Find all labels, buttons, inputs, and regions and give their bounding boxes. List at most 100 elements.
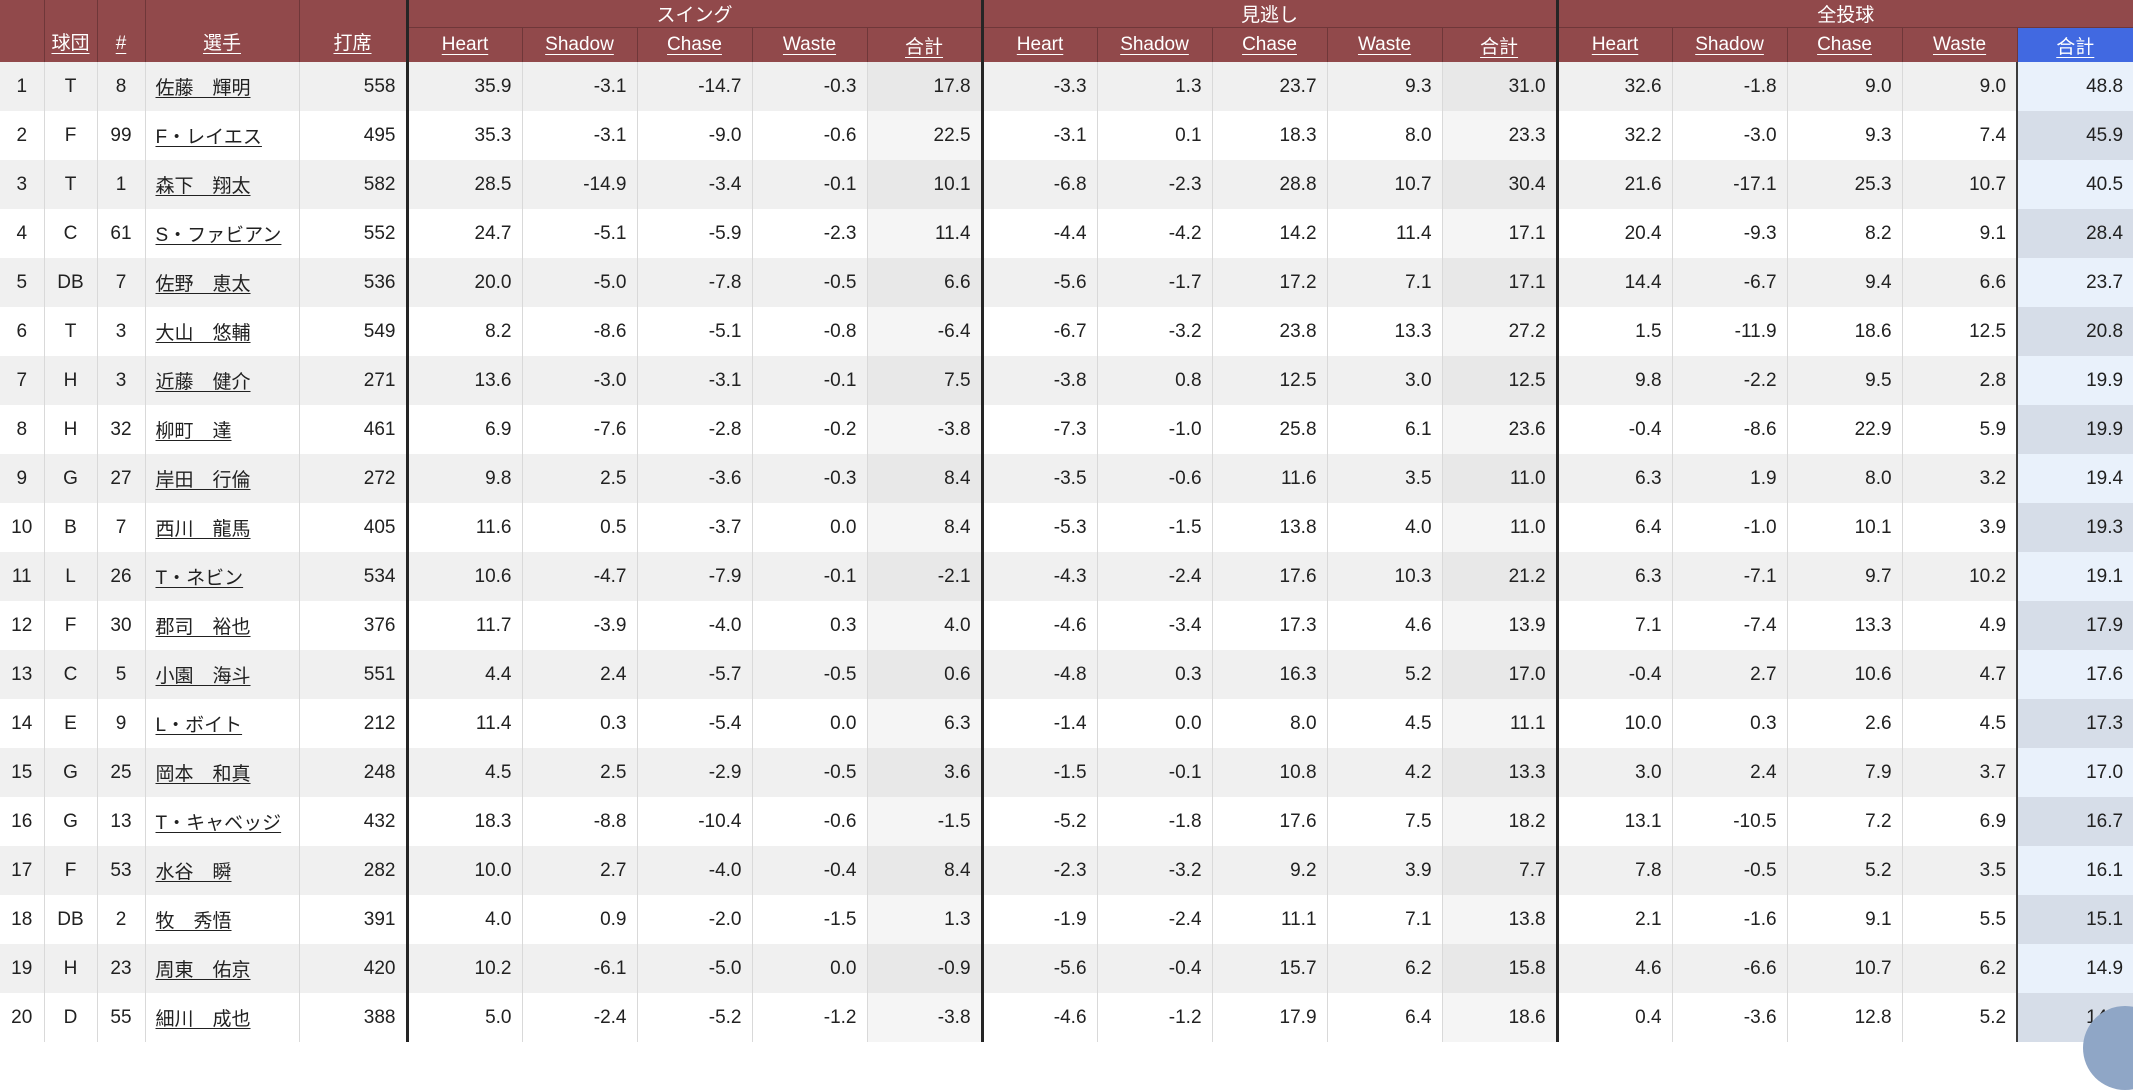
rank-cell: 6	[0, 307, 44, 356]
swing-heart-cell: 6.9	[405, 405, 522, 454]
miss-chase-cell: 23.7	[1211, 62, 1328, 111]
all-chase-cell: 9.7	[1786, 552, 1903, 601]
miss-shadow-cell: -2.3	[1096, 160, 1213, 209]
all-waste-cell: 10.2	[1901, 552, 2018, 601]
player-cell: L・ボイト	[144, 699, 299, 748]
player-cell: 近藤 健介	[144, 356, 299, 405]
miss-chase-cell: 11.6	[1211, 454, 1328, 503]
swing-chase-cell: -7.8	[636, 258, 752, 307]
player-link[interactable]: 水谷 瞬	[155, 862, 232, 883]
all-waste-cell: 3.7	[1901, 748, 2018, 797]
player-link[interactable]: 小園 海斗	[155, 666, 251, 687]
sort-miss-chase-link[interactable]: Chase	[1242, 34, 1297, 55]
sort-swing-heart-link[interactable]: Heart	[441, 34, 489, 55]
rank-cell: 20	[0, 993, 44, 1042]
miss-total-cell: 11.1	[1441, 699, 1558, 748]
player-link[interactable]: 大山 悠輔	[155, 323, 251, 344]
miss-total-cell: 17.1	[1441, 258, 1558, 307]
player-link[interactable]: F・レイエス	[155, 127, 262, 148]
sort-all-chase-link[interactable]: Chase	[1817, 34, 1872, 55]
swing-shadow-cell: 2.5	[521, 748, 637, 797]
miss-heart-cell: -4.3	[980, 552, 1098, 601]
miss-waste-cell: 11.4	[1326, 209, 1443, 258]
team-cell: E	[43, 699, 97, 748]
swing-total-cell: 22.5	[866, 111, 983, 160]
swing-waste-cell: -0.6	[751, 111, 867, 160]
sort-all-total-link[interactable]: 合計	[2056, 36, 2095, 58]
player-link[interactable]: 森下 翔太	[155, 176, 251, 197]
sort-player-link[interactable]: 選手	[202, 33, 241, 54]
player-link[interactable]: 佐野 恵太	[155, 274, 251, 295]
swing-waste-cell: -0.3	[751, 62, 867, 111]
swing-heart-cell: 11.7	[405, 601, 522, 650]
miss-shadow-cell: -4.2	[1096, 209, 1213, 258]
player-link[interactable]: 周東 佑京	[155, 960, 251, 981]
player-link[interactable]: S・ファビアン	[155, 225, 282, 246]
all-heart-cell: -0.4	[1555, 405, 1673, 454]
swing-waste-cell: -0.8	[751, 307, 867, 356]
sort-pa-link[interactable]: 打席	[333, 33, 372, 54]
player-link[interactable]: T・キャベッジ	[155, 813, 282, 834]
all-shadow-cell: 2.4	[1671, 748, 1788, 797]
sort-number-link[interactable]: #	[115, 33, 127, 54]
all-waste-cell: 3.5	[1901, 846, 2018, 895]
pa-cell: 271	[298, 356, 407, 405]
all-chase-cell: 10.6	[1786, 650, 1903, 699]
player-link[interactable]: 近藤 健介	[155, 372, 251, 393]
sort-all-heart-link[interactable]: Heart	[1591, 34, 1639, 55]
all-chase-cell: 18.6	[1786, 307, 1903, 356]
player-link[interactable]: L・ボイト	[155, 715, 243, 736]
sort-all-waste-link[interactable]: Waste	[1932, 34, 1987, 55]
table-row: 10 B 7 西川 龍馬 405 11.6 0.5 -3.7 0.0 8.4 -5.3 -1.5 13.…	[0, 503, 2133, 552]
player-link[interactable]: 岸田 行倫	[155, 470, 251, 491]
all-shadow-cell: -6.7	[1671, 258, 1788, 307]
miss-waste-cell: 4.2	[1326, 748, 1443, 797]
all-total-cell: 17.3	[2016, 699, 2133, 748]
team-cell: T	[43, 62, 97, 111]
pa-cell: 272	[298, 454, 407, 503]
swing-waste-cell: -0.3	[751, 454, 867, 503]
player-link[interactable]: 郡司 裕也	[155, 617, 251, 638]
sort-miss-heart-link[interactable]: Heart	[1016, 34, 1064, 55]
miss-chase-cell: 11.1	[1211, 895, 1328, 944]
sort-swing-shadow-link[interactable]: Shadow	[545, 34, 614, 55]
player-link[interactable]: 牧 秀悟	[155, 911, 232, 932]
team-cell: T	[43, 160, 97, 209]
player-link[interactable]: 岡本 和真	[155, 764, 251, 785]
sort-swing-waste-link[interactable]: Waste	[782, 34, 837, 55]
miss-heart-cell: -6.8	[980, 160, 1098, 209]
player-link[interactable]: 佐藤 輝明	[155, 78, 251, 99]
table-row: 12 F 30 郡司 裕也 376 11.7 -3.9 -4.0 0.3 4.0 -4.6 -3.4 1…	[0, 601, 2133, 650]
all-shadow-cell: -1.0	[1671, 503, 1788, 552]
all-chase-cell: 22.9	[1786, 405, 1903, 454]
sort-swing-total-link[interactable]: 合計	[905, 36, 944, 58]
miss-total-cell: 17.1	[1441, 209, 1558, 258]
sort-team-link[interactable]: 球団	[51, 33, 90, 54]
all-waste-cell: 6.2	[1901, 944, 2018, 993]
player-link[interactable]: 西川 龍馬	[155, 519, 251, 540]
miss-shadow-cell: -1.5	[1096, 503, 1213, 552]
miss-total-cell: 7.7	[1441, 846, 1558, 895]
miss-shadow-cell: -0.6	[1096, 454, 1213, 503]
sort-all-shadow-link[interactable]: Shadow	[1695, 34, 1764, 55]
table-row: 17 F 53 水谷 瞬 282 10.0 2.7 -4.0 -0.4 8.4 -2.3 -3.2 9.…	[0, 846, 2133, 895]
swing-total-cell: -0.9	[866, 944, 983, 993]
group-header-take: 見逃し	[980, 0, 1558, 28]
player-link[interactable]: 柳町 達	[155, 421, 232, 442]
miss-heart-cell: -3.3	[980, 62, 1098, 111]
sort-miss-waste-link[interactable]: Waste	[1357, 34, 1412, 55]
all-shadow-cell: 2.7	[1671, 650, 1788, 699]
swing-waste-cell: 0.0	[751, 503, 867, 552]
sort-swing-chase-link[interactable]: Chase	[667, 34, 722, 55]
table-row: 8 H 32 柳町 達 461 6.9 -7.6 -2.8 -0.2 -3.8 -7.3 -1.0 25…	[0, 405, 2133, 454]
sort-miss-total-link[interactable]: 合計	[1480, 36, 1519, 58]
sort-miss-shadow-link[interactable]: Shadow	[1120, 34, 1189, 55]
swing-total-cell: 4.0	[866, 601, 983, 650]
player-link[interactable]: 細川 成也	[155, 1009, 251, 1030]
team-cell: D	[43, 993, 97, 1042]
rank-cell: 10	[0, 503, 44, 552]
all-heart-cell: 6.4	[1555, 503, 1673, 552]
player-cell: 岸田 行倫	[144, 454, 299, 503]
all-chase-cell: 10.1	[1786, 503, 1903, 552]
player-link[interactable]: T・ネビン	[155, 568, 244, 589]
